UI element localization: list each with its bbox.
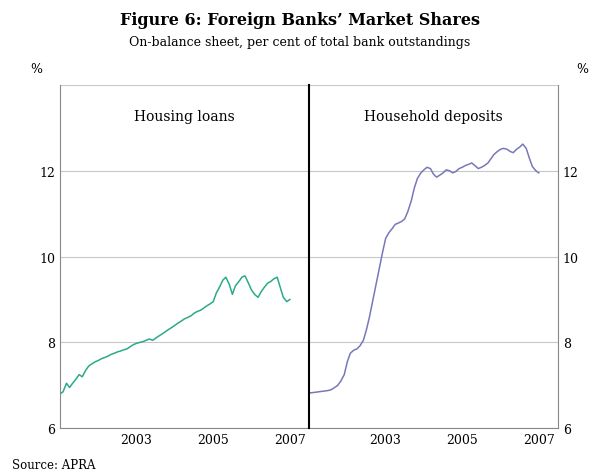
Text: %: %	[576, 62, 588, 75]
Text: Figure 6: Foreign Banks’ Market Shares: Figure 6: Foreign Banks’ Market Shares	[120, 12, 480, 29]
Text: On-balance sheet, per cent of total bank outstandings: On-balance sheet, per cent of total bank…	[130, 36, 470, 49]
Text: %: %	[30, 62, 42, 75]
Text: Household deposits: Household deposits	[364, 109, 503, 124]
Text: Source: APRA: Source: APRA	[12, 458, 95, 471]
Text: Housing loans: Housing loans	[134, 109, 235, 124]
